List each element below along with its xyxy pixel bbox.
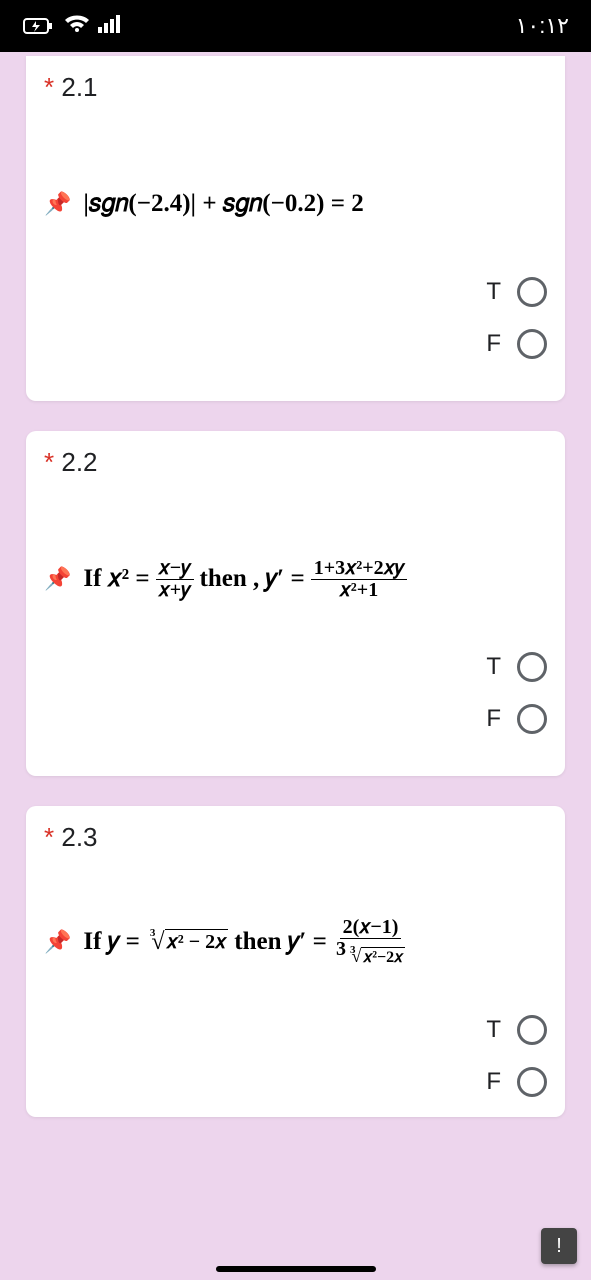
option-label: T (486, 1016, 501, 1044)
option-label: F (486, 330, 501, 358)
radio-false[interactable] (517, 704, 547, 734)
radio-false[interactable] (517, 329, 547, 359)
question-number: * 2.1 (44, 72, 547, 103)
frac-den: 𝑥²+1 (337, 580, 382, 601)
option-false[interactable]: F (44, 704, 547, 734)
q2-frac2: 1+3𝑥²+2𝑥𝑦 𝑥²+1 (311, 558, 407, 601)
q3-mid: then 𝑦′ = (234, 928, 327, 956)
battery-charging-icon (22, 16, 56, 36)
signal-icon (98, 14, 122, 39)
wifi-icon (64, 14, 90, 39)
required-star: * (44, 822, 54, 852)
option-true[interactable]: T (44, 1015, 547, 1045)
question-body: 📌 If 𝑥² = 𝑥−𝑦 𝑥+𝑦 then , 𝑦′ = 1+3𝑥²+2𝑥𝑦 … (44, 544, 547, 614)
q3-root: 3 √ 𝑥² − 2𝑥 (146, 929, 228, 956)
q2-frac1: 𝑥−𝑦 𝑥+𝑦 (156, 558, 194, 601)
den-root-index: 3 (350, 945, 356, 957)
question-card-2.3: * 2.3 📌 If 𝑦 = 3 √ 𝑥² − 2𝑥 then 𝑦′ = 2(𝑥… (26, 806, 565, 1117)
root-radicand: 𝑥² − 2𝑥 (165, 929, 229, 954)
alert-icon: ! (556, 1235, 562, 1258)
radio-false[interactable] (517, 1067, 547, 1097)
question-expression: |𝑠𝑔𝑛(−2.4)| + 𝑠𝑔𝑛(−0.2) = 2 (83, 190, 363, 218)
question-number: * 2.3 (44, 822, 547, 853)
option-label: F (486, 705, 501, 733)
radio-true[interactable] (517, 652, 547, 682)
q2-lead: If 𝑥² = (83, 565, 149, 593)
radio-true[interactable] (517, 1015, 547, 1045)
question-number-text: 2.3 (61, 822, 97, 852)
options: T F (44, 1015, 547, 1097)
question-number-text: 2.1 (61, 72, 97, 102)
question-body: 📌 |𝑠𝑔𝑛(−2.4)| + 𝑠𝑔𝑛(−0.2) = 2 (44, 169, 547, 239)
frac-den: 3 3 √ 𝑥²−2𝑥 (333, 939, 408, 967)
status-time: ١٠:١٢ (516, 13, 569, 39)
q3-frac: 2(𝑥−1) 3 3 √ 𝑥²−2𝑥 (333, 917, 408, 967)
pin-icon: 📌 (44, 566, 71, 592)
option-true[interactable]: T (44, 652, 547, 682)
question-card-2.1: * 2.1 📌 |𝑠𝑔𝑛(−2.4)| + 𝑠𝑔𝑛(−0.2) = 2 T F (26, 56, 565, 401)
option-true[interactable]: T (44, 277, 547, 307)
pin-icon: 📌 (44, 191, 71, 217)
status-bar: ١٠:١٢ (0, 0, 591, 52)
frac-num: 2(𝑥−1) (340, 917, 402, 939)
option-label: F (486, 1068, 501, 1096)
pin-icon: 📌 (44, 929, 71, 955)
option-label: T (486, 278, 501, 306)
options: T F (44, 652, 547, 734)
radio-true[interactable] (517, 277, 547, 307)
den-coef: 3 (336, 938, 346, 960)
root-index: 3 (150, 927, 156, 939)
question-card-2.2: * 2.2 📌 If 𝑥² = 𝑥−𝑦 𝑥+𝑦 then , 𝑦′ = 1+3𝑥… (26, 431, 565, 776)
option-false[interactable]: F (44, 329, 547, 359)
q2-mid: then , 𝑦′ = (200, 565, 305, 593)
required-star: * (44, 447, 54, 477)
option-false[interactable]: F (44, 1067, 547, 1097)
question-number: * 2.2 (44, 447, 547, 478)
question-number-text: 2.2 (61, 447, 97, 477)
q3-lead: If 𝑦 = (83, 928, 139, 956)
alert-toast[interactable]: ! (541, 1228, 577, 1264)
frac-num: 𝑥−𝑦 (156, 558, 194, 580)
status-icons-left (22, 14, 122, 39)
option-label: T (486, 653, 501, 681)
question-body: 📌 If 𝑦 = 3 √ 𝑥² − 2𝑥 then 𝑦′ = 2(𝑥−1) 3 … (44, 907, 547, 977)
home-indicator (216, 1266, 376, 1272)
required-star: * (44, 72, 54, 102)
form-content: * 2.1 📌 |𝑠𝑔𝑛(−2.4)| + 𝑠𝑔𝑛(−0.2) = 2 T F … (0, 52, 591, 1117)
options: T F (44, 277, 547, 359)
frac-num: 1+3𝑥²+2𝑥𝑦 (311, 558, 407, 580)
den-root-radicand: 𝑥²−2𝑥 (361, 947, 405, 967)
frac-den: 𝑥+𝑦 (156, 580, 194, 601)
